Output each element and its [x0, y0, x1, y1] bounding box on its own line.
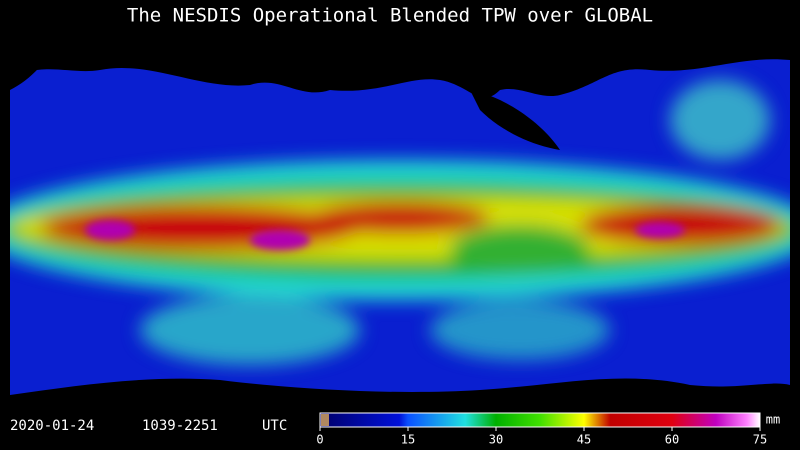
- title: The NESDIS Operational Blended TPW over …: [127, 5, 653, 27]
- time-range: 1039-2251: [142, 418, 218, 434]
- date: 2020-01-24: [10, 418, 94, 434]
- colorbar-tick-label: 60: [665, 433, 679, 447]
- colorbar: mm 0 15 30 45 60 75: [316, 412, 780, 447]
- colorbar-tick-label: 75: [753, 433, 767, 447]
- colorbar-tick-label: 0: [316, 433, 323, 447]
- tpw-map: [10, 35, 790, 405]
- colorbar-gradient: [319, 412, 761, 428]
- colorbar-unit: mm: [766, 413, 780, 427]
- land-mask: [10, 35, 790, 405]
- colorbar-missing: [321, 414, 329, 426]
- timezone: UTC: [262, 418, 287, 434]
- colorbar-tick-label: 15: [401, 433, 415, 447]
- colorbar-tick-label: 45: [577, 433, 591, 447]
- colorbar-tick-label: 30: [489, 433, 503, 447]
